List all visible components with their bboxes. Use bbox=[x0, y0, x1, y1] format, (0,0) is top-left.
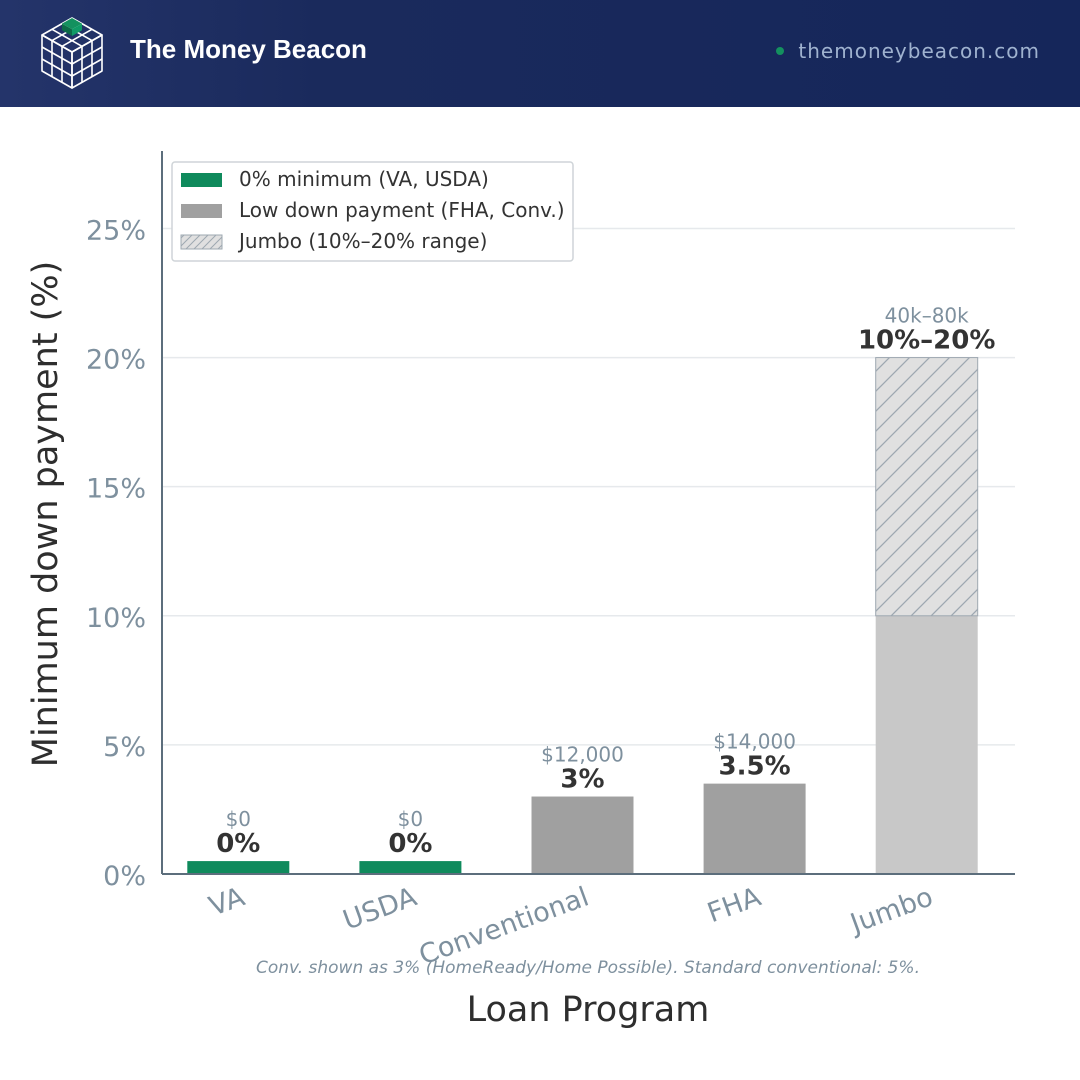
bar-labels: 0%$00%$03%$12,000 3.5%$14,00010%–20%40k–8… bbox=[216, 304, 995, 860]
bar-amount-label: 40k–80k bbox=[885, 304, 969, 328]
legend-swatch-green bbox=[181, 173, 222, 187]
bar-jumbo-base bbox=[875, 615, 978, 874]
bar-va bbox=[187, 861, 290, 874]
legend-label: Jumbo (10%–20% range) bbox=[237, 229, 487, 253]
status-dot-icon bbox=[776, 47, 785, 55]
y-tick-label: 0% bbox=[103, 861, 146, 892]
x-tick-label: FHA bbox=[703, 881, 765, 929]
legend-box bbox=[171, 161, 574, 262]
bar-amount-label: $0 bbox=[398, 807, 423, 831]
bar-pct-label: 3.5% bbox=[719, 752, 791, 782]
legend-label: 0% minimum (VA, USDA) bbox=[239, 167, 489, 191]
bar-usda bbox=[359, 861, 462, 874]
legend-label: Low down payment (FHA, Conv.) bbox=[239, 198, 565, 222]
x-tick-label: Jumbo bbox=[845, 881, 937, 940]
site-url[interactable]: themoneybeacon.com bbox=[776, 39, 1040, 63]
axes bbox=[161, 151, 1015, 875]
chart-footnote: Conv. shown as 3% (HomeReady/Home Possib… bbox=[256, 958, 920, 978]
legend-swatch-hatch bbox=[180, 234, 223, 250]
y-tick-label: 15% bbox=[86, 474, 146, 505]
bar-pct-label: 0% bbox=[216, 829, 260, 859]
y-axis-label: Minimum down payment (%) bbox=[26, 261, 66, 768]
bar-pct-label: 3% bbox=[560, 765, 604, 795]
site-url-text: themoneybeacon.com bbox=[798, 39, 1040, 63]
y-ticks: 0% 5% 10% 15% 20% 25% bbox=[86, 215, 146, 892]
y-tick-label: 10% bbox=[86, 603, 146, 634]
bar-amount-label: $12,000 bbox=[541, 743, 624, 767]
bar-fha bbox=[703, 783, 806, 874]
x-tick-label: VA bbox=[205, 881, 249, 922]
site-header: The Money Beacon themoneybeacon.com bbox=[0, 0, 1080, 107]
bar-conventional bbox=[531, 796, 634, 874]
bar-amount-label: $14,000 bbox=[713, 730, 796, 754]
legend: 0% minimum (VA, USDA) Low down payment (F… bbox=[171, 161, 574, 262]
bar-amount-label: $0 bbox=[226, 807, 251, 831]
bar-pct-label: 0% bbox=[388, 829, 432, 859]
y-tick-label: 25% bbox=[86, 215, 146, 246]
gridlines bbox=[162, 227, 1015, 746]
legend-swatch-gray bbox=[181, 204, 222, 218]
y-tick-label: 20% bbox=[86, 345, 146, 376]
x-axis-label: Loan Program bbox=[467, 990, 710, 1030]
cube-grid-icon bbox=[41, 17, 103, 89]
y-tick-label: 5% bbox=[103, 732, 146, 763]
bars bbox=[187, 357, 979, 874]
bar-pct-label: 10%–20% bbox=[858, 326, 995, 356]
brand-title: The Money Beacon bbox=[130, 34, 367, 64]
x-tick-label: USDA bbox=[339, 881, 421, 936]
bar-jumbo-range bbox=[875, 357, 979, 617]
